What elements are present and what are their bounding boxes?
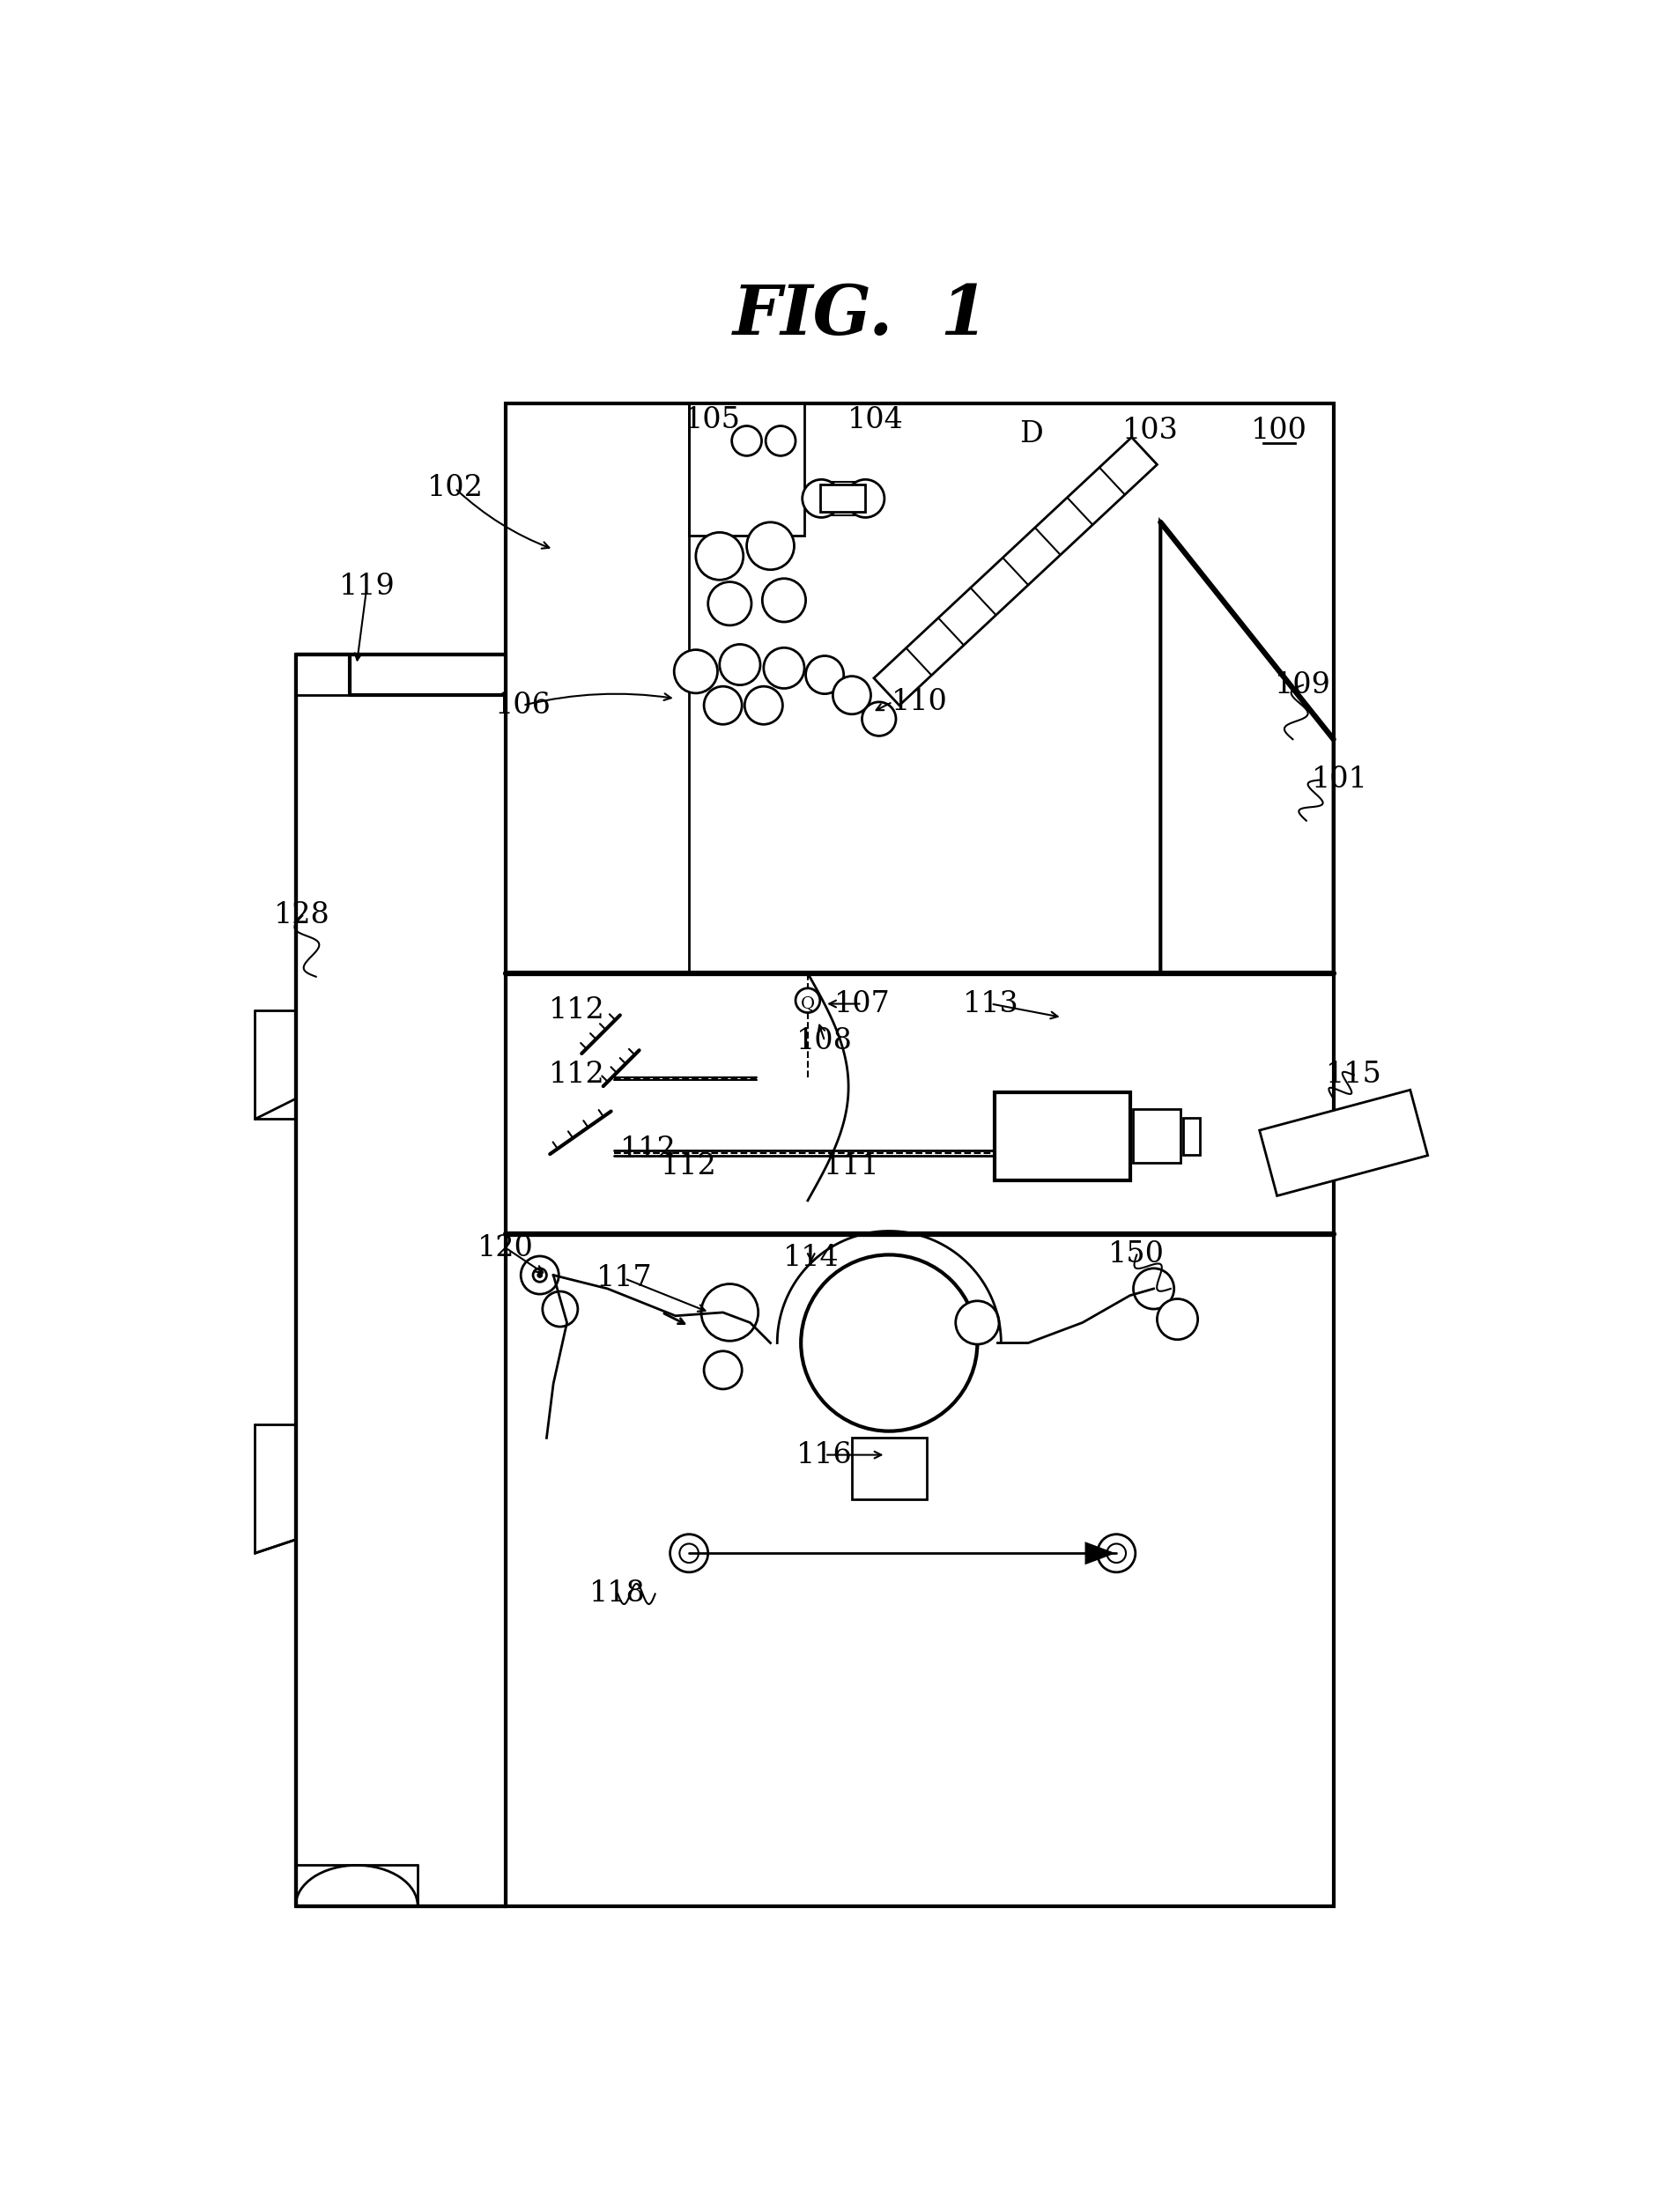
Text: 109: 109 (1275, 670, 1331, 699)
Text: 111: 111 (823, 1153, 880, 1181)
Bar (852, 1437, 926, 1499)
Text: 150: 150 (1109, 1241, 1164, 1270)
Circle shape (538, 1274, 543, 1276)
Text: 100: 100 (1252, 417, 1307, 445)
Circle shape (670, 1534, 707, 1571)
Circle shape (732, 425, 761, 456)
Circle shape (704, 1351, 743, 1389)
Text: 115: 115 (1326, 1060, 1383, 1089)
Circle shape (521, 1256, 559, 1294)
Text: 105: 105 (684, 406, 741, 434)
Polygon shape (1161, 522, 1334, 974)
Circle shape (1134, 1267, 1174, 1309)
Text: 114: 114 (783, 1243, 840, 1272)
Circle shape (956, 1300, 1000, 1344)
Text: 104: 104 (847, 406, 904, 434)
Circle shape (543, 1292, 578, 1327)
Text: 110: 110 (892, 688, 948, 716)
Text: 112: 112 (549, 1060, 605, 1089)
Circle shape (746, 522, 795, 569)
Bar (296, 655, 349, 694)
Bar (689, 403, 805, 536)
Bar (820, 485, 865, 511)
Text: 112: 112 (660, 1153, 717, 1181)
Text: D: D (1020, 421, 1043, 447)
Circle shape (847, 480, 884, 518)
Text: 119: 119 (339, 573, 395, 602)
Circle shape (701, 1285, 758, 1340)
Polygon shape (1085, 1543, 1114, 1563)
Text: 118: 118 (590, 1580, 645, 1609)
Text: 116: 116 (796, 1441, 853, 1470)
Text: FIG.  1: FIG. 1 (732, 282, 990, 348)
Circle shape (833, 677, 870, 714)
Circle shape (704, 685, 743, 725)
Bar (296, 655, 506, 1906)
Circle shape (679, 1543, 699, 1563)
Circle shape (763, 577, 806, 622)
Circle shape (1097, 1534, 1136, 1571)
Polygon shape (874, 436, 1158, 705)
Circle shape (803, 480, 840, 518)
Circle shape (862, 703, 895, 736)
Circle shape (719, 644, 761, 685)
Bar (506, 403, 1334, 1906)
Text: 108: 108 (796, 1027, 853, 1056)
Bar (1183, 1117, 1200, 1155)
Text: 117: 117 (596, 1265, 652, 1292)
Circle shape (744, 685, 783, 725)
Circle shape (674, 650, 717, 694)
Circle shape (766, 425, 796, 456)
Bar (1134, 1109, 1181, 1164)
Text: 103: 103 (1122, 417, 1178, 445)
Text: 112: 112 (549, 996, 605, 1025)
Bar (995, 1091, 1131, 1179)
Text: 113: 113 (963, 990, 1020, 1018)
Text: Q: Q (801, 996, 815, 1012)
Text: 101: 101 (1312, 765, 1369, 793)
Circle shape (801, 1254, 978, 1430)
Circle shape (533, 1267, 546, 1283)
Circle shape (796, 987, 820, 1012)
Circle shape (707, 582, 751, 626)
Text: 106: 106 (494, 692, 551, 719)
Circle shape (1158, 1298, 1198, 1340)
Text: 128: 128 (274, 901, 331, 930)
Polygon shape (1260, 1091, 1428, 1197)
Circle shape (1107, 1543, 1126, 1563)
Circle shape (764, 648, 805, 688)
Text: 102: 102 (427, 474, 484, 503)
Text: 107: 107 (833, 990, 890, 1018)
Text: 120: 120 (477, 1234, 534, 1263)
Circle shape (806, 657, 843, 694)
Text: 112: 112 (620, 1135, 677, 1164)
Circle shape (696, 533, 743, 580)
